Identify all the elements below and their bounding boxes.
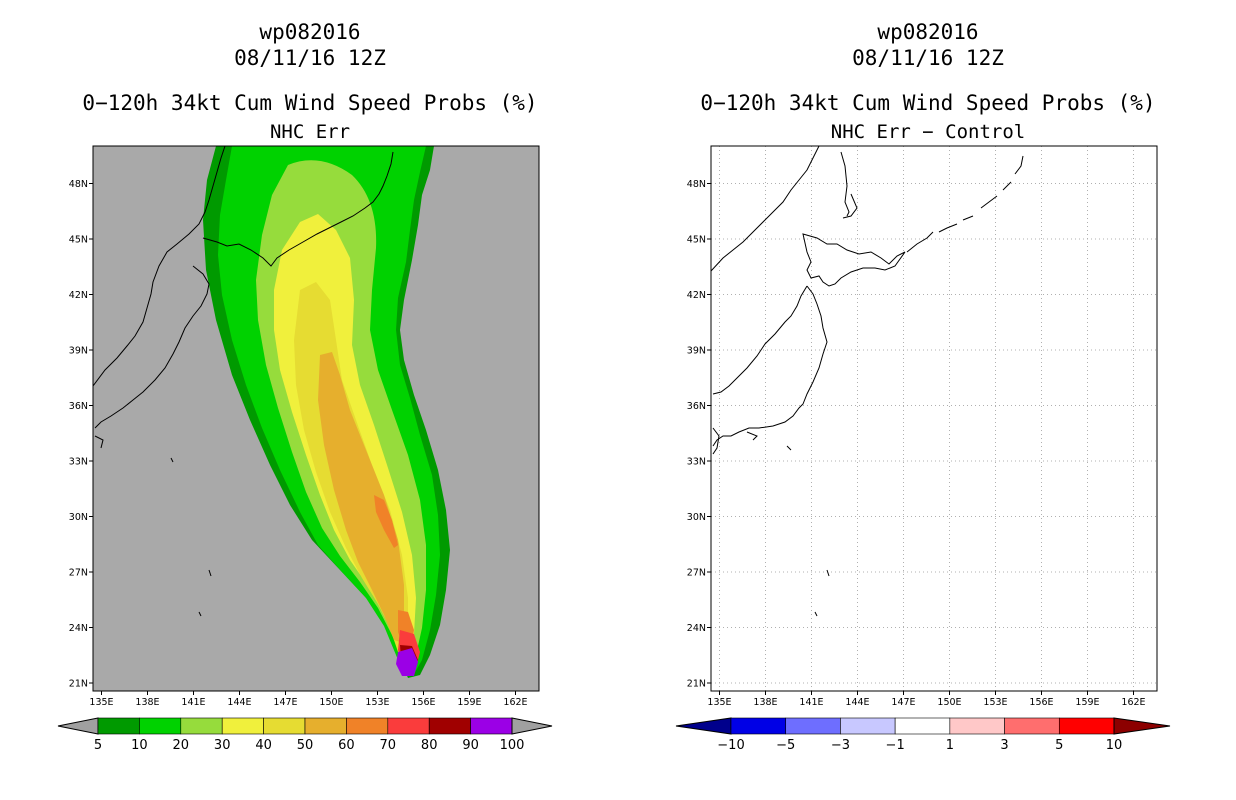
left-lon-label: 150E — [319, 697, 343, 708]
right-colorbar: −10 −5 −3 −1 1 3 5 10 — [675, 717, 1171, 753]
left-title: 0−120h 34kt Cum Wind Speed Probs (%) — [82, 91, 538, 115]
left-lon-label: 141E — [181, 697, 205, 708]
left-lon-label: 162E — [503, 697, 527, 708]
right-colorbar-label: 3 — [1000, 738, 1008, 753]
left-lat-label: 33N — [69, 457, 88, 468]
left-colorbar-over-arrow — [511, 717, 553, 735]
left-colorbar-box — [428, 717, 471, 735]
right-axes: 135E 138E 141E 144E 147E 150E 153E 156E 159E 162E… — [687, 179, 1146, 708]
left-colorbar-under-arrow — [57, 717, 99, 735]
right-lon-label: 144E — [845, 697, 869, 708]
left-storm-id: wp082016 — [259, 20, 361, 44]
right-map-frame — [710, 145, 1158, 692]
left-colorbar-box — [180, 717, 223, 735]
right-lat-label: 33N — [687, 457, 706, 468]
left-colorbar-label: 40 — [255, 738, 272, 753]
left-map-panel: 135E 138E 141E 144E 147E 150E 153E 156E 159E 162E… — [69, 145, 540, 708]
right-lon-label: 138E — [753, 697, 777, 708]
right-lat-label: 30N — [687, 512, 706, 523]
left-colorbar-label: 50 — [297, 738, 314, 753]
right-colorbar-label: 5 — [1055, 738, 1063, 753]
right-colorbar-box — [730, 717, 787, 735]
left-colorbar-box — [139, 717, 182, 735]
left-colorbar-label: 80 — [421, 738, 438, 753]
right-lon-label: 153E — [983, 697, 1007, 708]
left-map-frame — [92, 145, 540, 692]
left-lat-label: 48N — [69, 179, 88, 190]
left-lat-label: 30N — [69, 512, 88, 523]
right-lat-label: 36N — [687, 401, 706, 412]
probability-swath — [203, 146, 450, 678]
left-subtitle: NHC Err — [269, 121, 351, 143]
right-colorbar-label: 10 — [1106, 738, 1123, 753]
right-colorbar-box — [785, 717, 841, 735]
right-colorbar-label: −10 — [717, 738, 744, 753]
right-lon-label: 141E — [799, 697, 823, 708]
right-colorbar-under-arrow — [675, 717, 732, 735]
right-lon-label: 147E — [891, 697, 915, 708]
left-lat-label: 42N — [69, 290, 88, 301]
right-date: 08/11/16 12Z — [852, 46, 1004, 70]
left-lon-label: 153E — [365, 697, 389, 708]
right-lon-label: 162E — [1121, 697, 1145, 708]
right-colorbar-label: −3 — [831, 738, 850, 753]
right-colorbar-over-arrow — [1113, 717, 1171, 735]
right-gridlines — [711, 146, 1157, 691]
left-colorbar-box — [470, 717, 513, 735]
left-colorbar-label: 20 — [173, 738, 190, 753]
left-colorbar-box — [346, 717, 389, 735]
left-lon-label: 159E — [457, 697, 481, 708]
left-colorbar-box — [304, 717, 347, 735]
right-lat-label: 21N — [687, 679, 706, 690]
left-axes: 135E 138E 141E 144E 147E 150E 153E 156E 159E 162E… — [69, 179, 528, 708]
right-lat-label: 39N — [687, 346, 706, 357]
left-colorbar-label: 70 — [380, 738, 397, 753]
left-colorbar-label: 100 — [500, 738, 525, 753]
right-lat-label: 45N — [687, 235, 706, 246]
left-colorbar-box — [387, 717, 430, 735]
left-lon-label: 135E — [89, 697, 113, 708]
left-colorbar-box — [263, 717, 306, 735]
left-lat-label: 45N — [69, 235, 88, 246]
left-date: 08/11/16 12Z — [234, 46, 386, 70]
right-colorbar-box — [1004, 717, 1060, 735]
left-lon-label: 138E — [135, 697, 159, 708]
left-lat-label: 39N — [69, 346, 88, 357]
left-colorbar-box — [97, 717, 140, 735]
left-colorbar-label: 90 — [462, 738, 479, 753]
left-lon-label: 147E — [273, 697, 297, 708]
right-colorbar-label: 1 — [946, 738, 954, 753]
left-colorbar-label: 5 — [94, 738, 102, 753]
right-lon-label: 135E — [707, 697, 731, 708]
right-colorbar-box — [840, 717, 896, 735]
right-lat-label: 48N — [687, 179, 706, 190]
right-colorbar-box — [894, 717, 951, 735]
right-title: 0−120h 34kt Cum Wind Speed Probs (%) — [700, 91, 1156, 115]
left-colorbar-box — [221, 717, 264, 735]
right-storm-id: wp082016 — [877, 20, 979, 44]
left-lat-label: 24N — [69, 623, 88, 634]
right-map-background — [711, 146, 1157, 691]
right-lat-label: 42N — [687, 290, 706, 301]
left-colorbar-label: 60 — [338, 738, 355, 753]
left-lat-label: 36N — [69, 401, 88, 412]
right-colorbar-label: −1 — [886, 738, 905, 753]
left-lat-label: 21N — [69, 679, 88, 690]
left-colorbar-label: 10 — [131, 738, 148, 753]
left-lon-label: 156E — [411, 697, 435, 708]
right-subtitle: NHC Err − Control — [830, 121, 1026, 143]
right-colorbar-box — [949, 717, 1005, 735]
right-lat-label: 27N — [687, 568, 706, 579]
right-colorbar-label: −5 — [776, 738, 795, 753]
right-map-panel: 135E 138E 141E 144E 147E 150E 153E 156E 159E 162E… — [687, 145, 1158, 708]
right-lon-label: 156E — [1029, 697, 1053, 708]
left-lon-label: 144E — [227, 697, 251, 708]
left-colorbar-label: 30 — [214, 738, 231, 753]
left-lat-label: 27N — [69, 568, 88, 579]
right-lat-label: 24N — [687, 623, 706, 634]
left-colorbar: 5 10 20 30 40 50 60 70 80 90 100 — [57, 717, 553, 753]
right-lon-label: 159E — [1075, 697, 1099, 708]
right-lon-label: 150E — [937, 697, 961, 708]
right-colorbar-box — [1058, 717, 1115, 735]
